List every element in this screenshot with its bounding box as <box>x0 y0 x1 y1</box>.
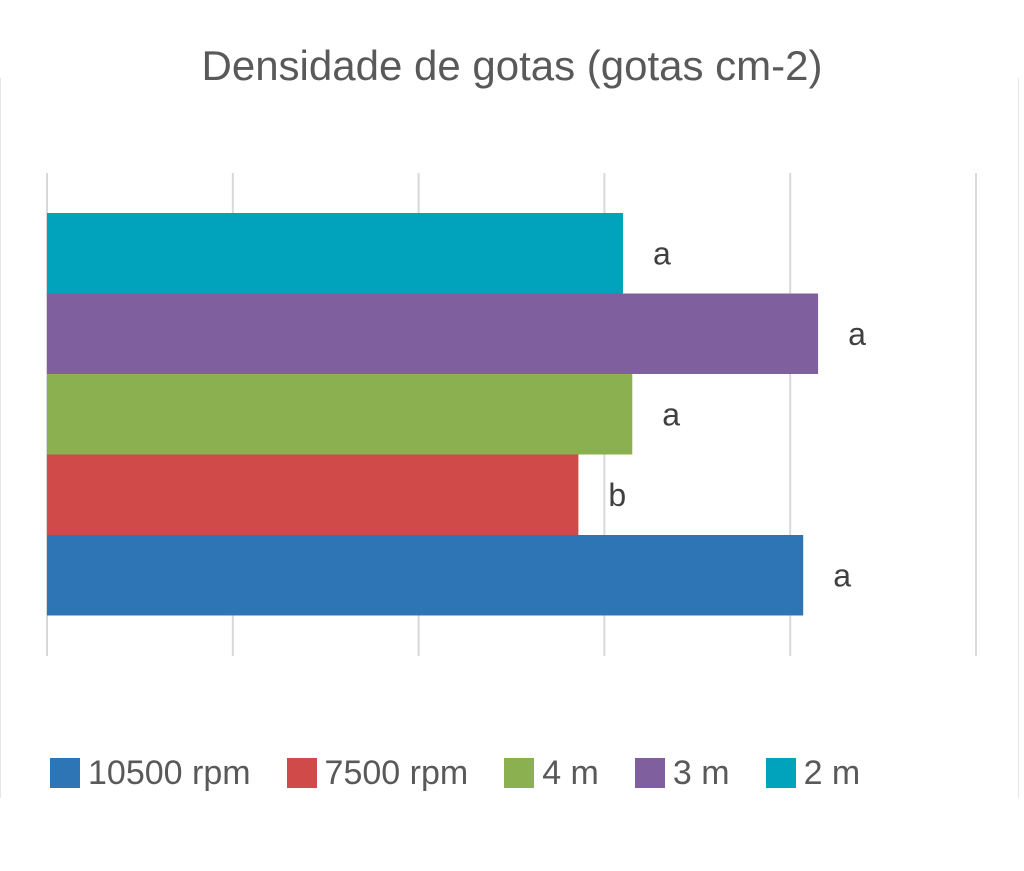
data-label: a <box>848 316 866 352</box>
data-label: b <box>608 477 626 513</box>
bar-3-m <box>47 293 819 374</box>
data-label: a <box>833 557 851 593</box>
legend-item: 4 m <box>504 754 599 793</box>
legend-label: 7500 rpm <box>324 753 469 792</box>
legend-swatch <box>504 758 535 788</box>
legend-label: 3 m <box>672 753 730 792</box>
data-label: a <box>662 396 680 432</box>
legend-label: 2 m <box>803 753 861 792</box>
legend-swatch <box>634 758 665 788</box>
legend: 10500 rpm 7500 rpm 4 m 3 m 2 m <box>50 748 860 798</box>
data-labels: a a a b a <box>608 235 866 593</box>
legend-item: 3 m <box>634 753 730 793</box>
legend-swatch <box>50 758 80 788</box>
legend-item: 7500 rpm <box>286 753 469 793</box>
legend-item: 10500 rpm <box>50 754 251 793</box>
chart-title: Densidade de gotas (gotas cm-2) <box>201 42 823 89</box>
legend-swatch <box>765 758 796 788</box>
legend-swatch <box>286 758 317 788</box>
bar-4-m <box>47 374 633 455</box>
legend-label: 4 m <box>542 753 599 792</box>
legend-label: 10500 rpm <box>88 753 251 792</box>
legend-item: 2 m <box>765 753 861 793</box>
bars <box>47 213 819 616</box>
data-label: a <box>653 235 671 271</box>
chart-frame <box>0 78 1019 798</box>
bar-10500-rpm <box>47 535 804 616</box>
bar-7500-rpm <box>47 454 579 535</box>
bar-2-m <box>47 213 623 294</box>
